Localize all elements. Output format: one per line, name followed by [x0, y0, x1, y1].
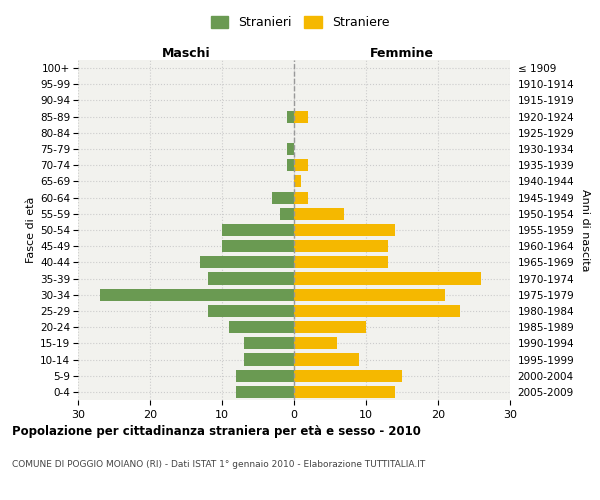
Bar — [294, 305, 460, 317]
Bar — [222, 240, 294, 252]
Bar — [294, 338, 337, 349]
Bar — [294, 240, 388, 252]
Bar — [236, 370, 294, 382]
Bar — [294, 110, 308, 122]
Bar — [294, 159, 308, 172]
Bar — [229, 321, 294, 333]
Bar — [244, 354, 294, 366]
Y-axis label: Anni di nascita: Anni di nascita — [580, 188, 590, 271]
Bar — [294, 386, 395, 398]
Bar — [287, 143, 294, 155]
Bar — [294, 208, 344, 220]
Legend: Stranieri, Straniere: Stranieri, Straniere — [206, 11, 394, 34]
Bar — [208, 272, 294, 284]
Bar — [294, 354, 359, 366]
Bar — [244, 338, 294, 349]
Bar — [208, 305, 294, 317]
Bar — [294, 288, 445, 301]
Text: COMUNE DI POGGIO MOIANO (RI) - Dati ISTAT 1° gennaio 2010 - Elaborazione TUTTITA: COMUNE DI POGGIO MOIANO (RI) - Dati ISTA… — [12, 460, 425, 469]
Bar — [294, 224, 395, 236]
Bar — [294, 272, 481, 284]
Bar — [272, 192, 294, 203]
Bar — [294, 176, 301, 188]
Bar — [287, 159, 294, 172]
Bar — [236, 386, 294, 398]
Text: Popolazione per cittadinanza straniera per età e sesso - 2010: Popolazione per cittadinanza straniera p… — [12, 425, 421, 438]
Bar — [222, 224, 294, 236]
Y-axis label: Fasce di età: Fasce di età — [26, 197, 36, 263]
Bar — [287, 110, 294, 122]
Text: Maschi: Maschi — [161, 47, 211, 60]
Bar — [294, 370, 402, 382]
Bar — [294, 321, 366, 333]
Bar — [100, 288, 294, 301]
Bar — [294, 192, 308, 203]
Bar — [200, 256, 294, 268]
Bar — [280, 208, 294, 220]
Text: Femmine: Femmine — [370, 47, 434, 60]
Bar — [294, 256, 388, 268]
